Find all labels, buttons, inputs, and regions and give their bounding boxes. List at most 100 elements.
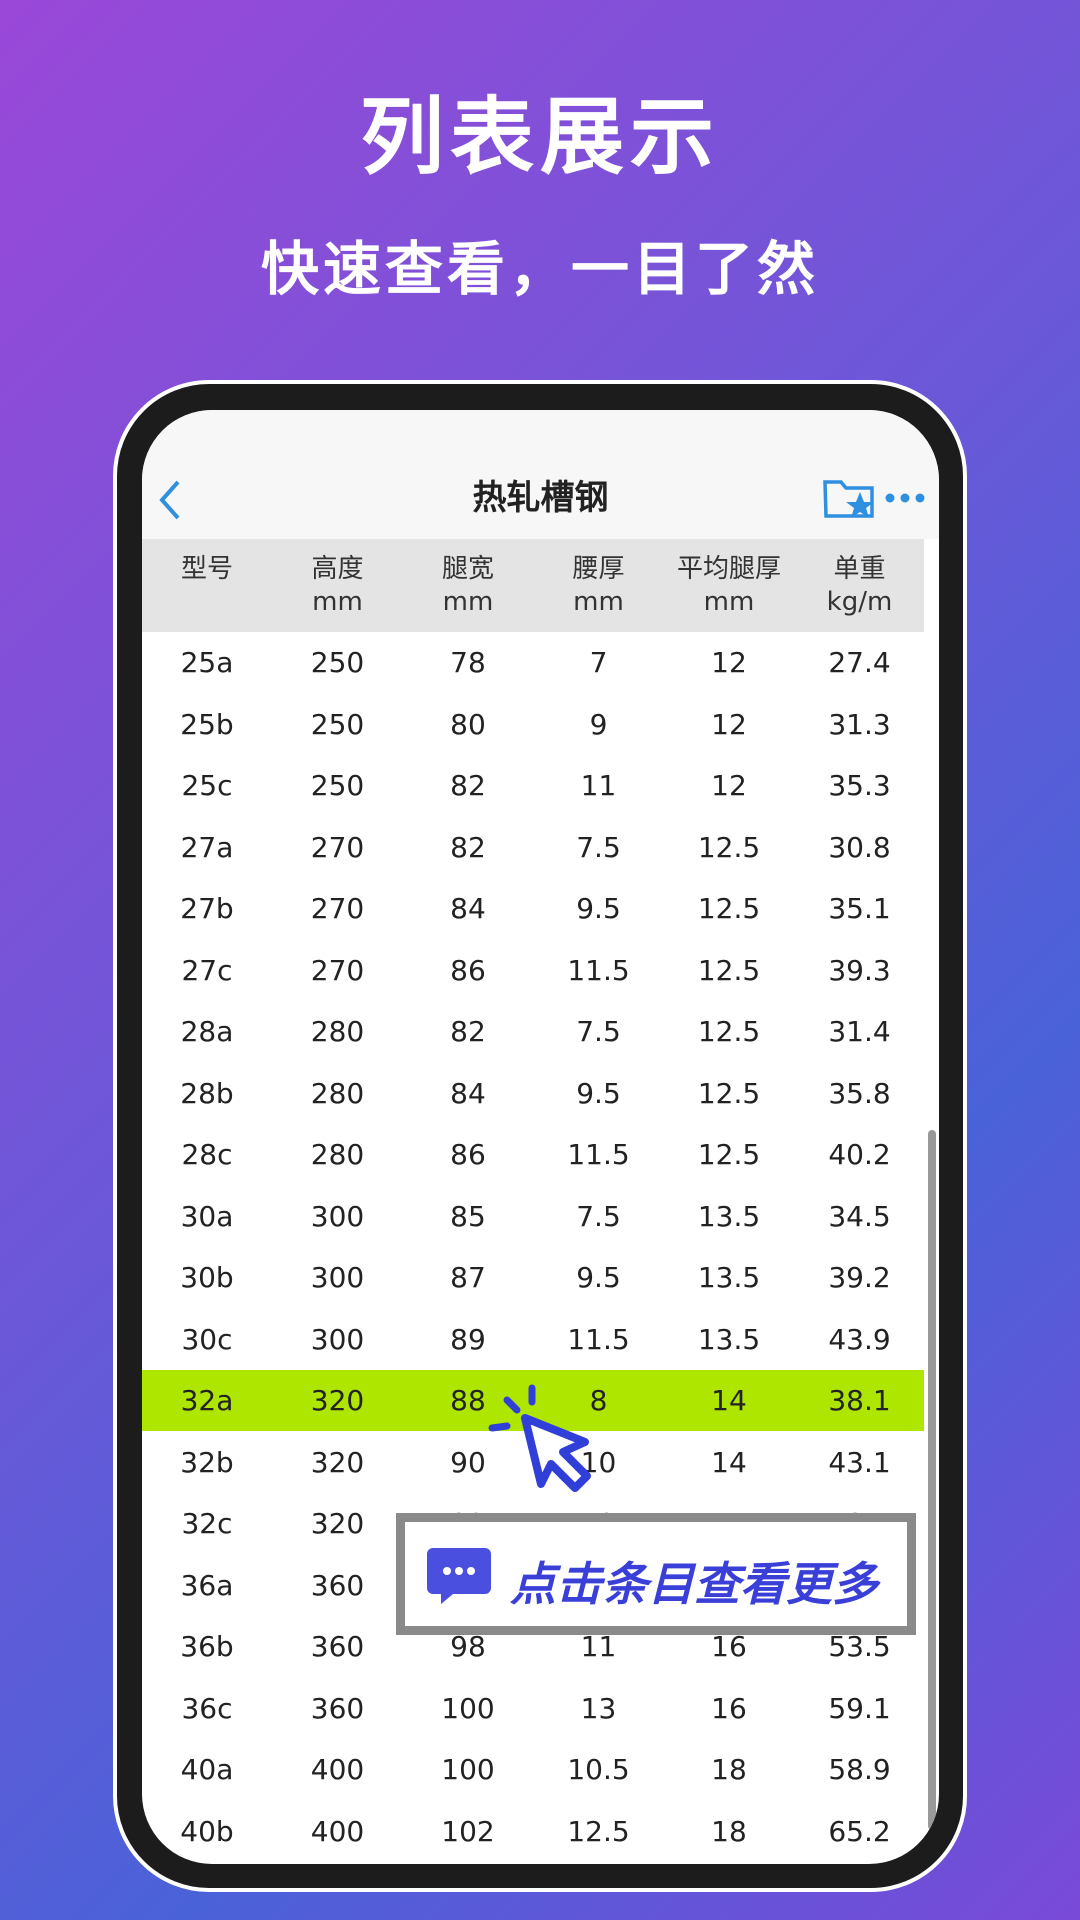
- table-cell: 86: [450, 953, 486, 987]
- table-cell: 85: [450, 1199, 486, 1233]
- table-cell: 11: [580, 1630, 617, 1663]
- chat-icon: [427, 1548, 491, 1604]
- table-row[interactable]: 40a 400 100 10.5 18 58.9: [142, 1739, 924, 1800]
- tap-cursor: [488, 1384, 591, 1492]
- table-cell: 32b: [180, 1445, 234, 1479]
- table-cell: 35.3: [828, 769, 891, 802]
- table-row[interactable]: 28b 280 84 9.5 12.5 35.8: [142, 1063, 924, 1124]
- table-row[interactable]: 30a 300 85 7.5 13.5 34.5: [142, 1186, 924, 1247]
- table-cell: 82: [450, 830, 486, 864]
- back-button[interactable]: [156, 478, 186, 522]
- table-row[interactable]: 28c 280 86 11.5 12.5 40.2: [142, 1124, 924, 1185]
- table-row[interactable]: 32b 320 90 10 14 43.1: [142, 1432, 924, 1493]
- table-row[interactable]: 27b 270 84 9.5 12.5 35.1: [142, 878, 924, 939]
- column-header: 腿宽 mm: [403, 553, 533, 619]
- table-cell: 320: [310, 1384, 365, 1417]
- table-cell: 250: [310, 646, 365, 679]
- table-cell: 43.9: [828, 1322, 891, 1356]
- table-cell: 270: [310, 892, 365, 925]
- table-cell: 11.5: [567, 1138, 630, 1171]
- table-cell: 18: [711, 1814, 747, 1848]
- table-cell: 270: [310, 953, 365, 987]
- table-cell: 58.9: [828, 1753, 891, 1786]
- table-cell: 31.4: [828, 1015, 891, 1048]
- table-cell: 300: [310, 1322, 365, 1356]
- table-cell: 28b: [180, 1076, 234, 1110]
- table-cell: 36c: [181, 1691, 233, 1725]
- table-cell: 38.1: [828, 1384, 891, 1417]
- table-cell: 250: [310, 707, 365, 741]
- table-cell: 7: [589, 646, 608, 679]
- column-name: 腿宽: [441, 554, 494, 584]
- table-cell: 360: [310, 1630, 365, 1663]
- table-row[interactable]: 36b 360 98 11 16 53.5: [142, 1616, 924, 1677]
- nav-bar: 热轧槽钢: [142, 410, 939, 539]
- table-cell: 11.5: [567, 1322, 630, 1356]
- column-unit: mm: [442, 587, 494, 617]
- table-cell: 31.3: [828, 707, 891, 741]
- table-cell: 9: [589, 707, 608, 741]
- table-row[interactable]: 25b 250 80 9 12 31.3: [142, 694, 924, 755]
- table-row[interactable]: 25a 250 78 7 12 27.4: [142, 632, 924, 693]
- table-cell: 34.5: [828, 1199, 891, 1233]
- table-cell: 28a: [180, 1015, 234, 1048]
- table-row[interactable]: 27a 270 82 7.5 12.5 30.8: [142, 817, 924, 878]
- table-cell: 360: [310, 1691, 365, 1725]
- table-cell: 13.5: [697, 1322, 761, 1356]
- table-cell: 13.5: [697, 1199, 761, 1233]
- table-row[interactable]: 30c 300 89 11.5 13.5 43.9: [142, 1309, 924, 1370]
- table-row[interactable]: 40b 400 102 12.5 18 65.2: [142, 1801, 924, 1862]
- column-name: 单重: [833, 554, 886, 584]
- table-cell: 16: [711, 1691, 747, 1725]
- more-button[interactable]: [884, 490, 928, 506]
- column-header: 腰厚 mm: [534, 553, 664, 619]
- table-cell: 13: [580, 1691, 617, 1725]
- table-cell: 100: [441, 1691, 495, 1725]
- favorite-button[interactable]: [822, 474, 876, 520]
- column-name: 高度: [311, 554, 364, 584]
- table-cell: 400: [310, 1753, 365, 1786]
- table-row[interactable]: 36c 360 100 13 16 59.1: [142, 1678, 924, 1739]
- table-cell: 9.5: [576, 892, 621, 925]
- table-cell: 65.2: [828, 1814, 891, 1848]
- column-unit: mm: [573, 587, 624, 617]
- table-cell: 25c: [181, 769, 233, 802]
- table-cell: 53.5: [828, 1630, 891, 1663]
- table-cell: 400: [310, 1814, 365, 1848]
- table-cell: 86: [450, 1138, 486, 1171]
- table-cell: 43.1: [828, 1445, 891, 1479]
- column-header: 平均腿厚 mm: [664, 553, 794, 619]
- scrollbar: [928, 1130, 936, 1830]
- table-cell: 28c: [181, 1138, 233, 1171]
- column-name: 平均腿厚: [676, 554, 781, 584]
- table-row[interactable]: 25c 250 82 11 12 35.3: [142, 755, 924, 816]
- table-cell: 320: [310, 1445, 365, 1479]
- table-cell: 300: [310, 1261, 365, 1294]
- table-row[interactable]: 30b 300 87 9.5 13.5 39.2: [142, 1247, 924, 1308]
- table-cell: 12.5: [697, 830, 761, 864]
- table-row[interactable]: 28a 280 82 7.5 12.5 31.4: [142, 1001, 924, 1062]
- table-cell: 40.2: [828, 1138, 891, 1171]
- table-cell: 12.5: [697, 1015, 761, 1048]
- table-cell: 12.5: [697, 953, 761, 987]
- table-cell: 16: [711, 1630, 747, 1663]
- table-cell: 12.5: [697, 1076, 761, 1110]
- table-cell: 14: [711, 1445, 747, 1479]
- table-cell: 12: [711, 769, 747, 802]
- table-row[interactable]: 27c 270 86 11.5 12.5 39.3: [142, 940, 924, 1001]
- table-cell: 9.5: [576, 1076, 621, 1110]
- table-cell: 59.1: [828, 1691, 891, 1725]
- table-cell: 40b: [180, 1814, 234, 1848]
- table-cell: 84: [450, 892, 486, 925]
- table-cell: 98: [450, 1630, 486, 1663]
- table-cell: 9.5: [576, 1261, 621, 1294]
- column-unit: mm: [312, 587, 363, 617]
- table-cell: 8: [589, 1384, 608, 1417]
- subheadline: 快速查看，一目了然: [260, 235, 819, 303]
- table-cell: 36a: [180, 1568, 234, 1602]
- table-cell: 39.2: [828, 1261, 891, 1294]
- column-header: 型号: [142, 553, 272, 586]
- table-cell: 35.8: [828, 1076, 891, 1110]
- table-cell: 280: [310, 1076, 365, 1110]
- table-cell: 36b: [180, 1630, 234, 1663]
